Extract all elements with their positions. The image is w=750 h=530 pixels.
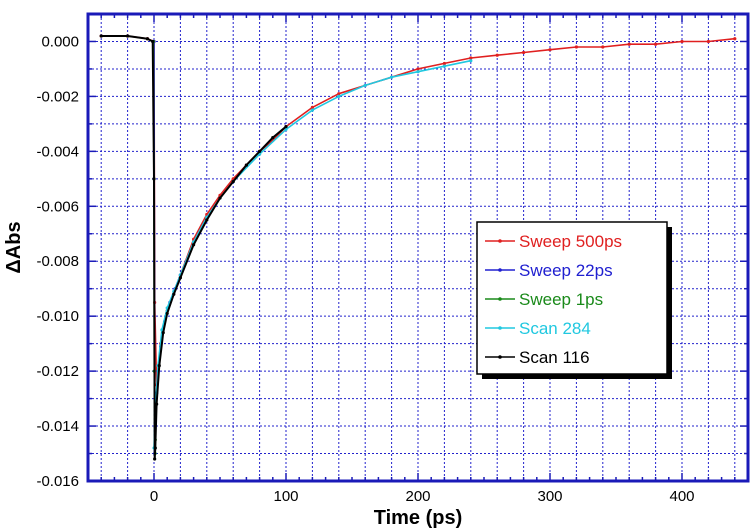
data-point xyxy=(153,446,157,450)
y-tick-label: 0.000 xyxy=(41,33,79,50)
x-tick-label: 100 xyxy=(273,488,298,505)
data-point xyxy=(157,364,161,368)
data-point xyxy=(706,39,711,44)
y-tick-label: -0.008 xyxy=(36,253,79,270)
data-point xyxy=(442,61,446,66)
legend-label: Scan 284 xyxy=(519,319,591,338)
legend-marker xyxy=(498,239,502,243)
y-tick-label: -0.004 xyxy=(36,143,79,160)
data-point xyxy=(178,276,182,280)
legend-label: Scan 116 xyxy=(519,348,590,367)
data-point xyxy=(390,75,394,79)
data-point xyxy=(654,42,658,46)
data-point xyxy=(363,83,367,88)
data-point xyxy=(165,311,169,316)
y-tick-label: -0.014 xyxy=(36,418,79,435)
data-point xyxy=(231,179,235,184)
legend: Sweep 500ps Sweep 22ps Sweep 1ps Scan 284 Sc… xyxy=(476,221,672,379)
y-tick-label: -0.010 xyxy=(36,308,79,325)
data-point xyxy=(151,39,155,44)
data-point xyxy=(680,39,684,44)
data-point xyxy=(244,163,248,167)
series-lines xyxy=(99,34,737,461)
data-point xyxy=(126,34,130,38)
data-point xyxy=(152,177,156,181)
grid xyxy=(88,13,748,482)
x-axis-title: Time (ps) xyxy=(374,507,463,529)
x-tick-label: 200 xyxy=(405,488,430,505)
data-point xyxy=(601,45,605,49)
data-point xyxy=(337,92,341,96)
y-tick-labels: 0.000 -0.002 -0.004 -0.006 -0.008 -0.010 -0.01… xyxy=(36,33,79,490)
data-point xyxy=(574,45,579,49)
axis-ticks xyxy=(88,13,749,482)
data-point xyxy=(205,218,209,222)
x-tick-labels: 0 100 200 300 400 xyxy=(150,488,695,505)
y-axis-title: ΔAbs xyxy=(3,221,25,273)
legend-label: Sweep 22ps xyxy=(519,261,613,280)
data-point xyxy=(469,56,473,60)
series-line xyxy=(101,35,287,460)
data-point xyxy=(258,149,262,153)
legend-label: Sweep 1ps xyxy=(519,290,603,309)
data-point xyxy=(495,53,499,57)
legend-marker xyxy=(498,326,502,330)
data-point xyxy=(416,67,420,71)
y-tick-label: -0.002 xyxy=(36,88,79,105)
data-point xyxy=(271,136,275,140)
y-tick-label: -0.012 xyxy=(36,363,79,380)
legend-box xyxy=(476,221,668,375)
data-point xyxy=(310,108,314,112)
data-point xyxy=(155,402,159,406)
legend-marker xyxy=(498,355,502,359)
data-point xyxy=(172,292,176,296)
data-point xyxy=(284,127,288,131)
x-tick-label: 0 xyxy=(150,488,158,505)
data-point xyxy=(284,125,288,129)
data-point xyxy=(153,457,157,461)
legend-label: Sweep 500ps xyxy=(519,232,622,251)
data-point xyxy=(733,37,737,41)
data-point xyxy=(337,94,341,99)
x-tick-label: 300 xyxy=(537,488,562,505)
data-point xyxy=(310,105,314,109)
data-point xyxy=(522,50,526,55)
data-point xyxy=(192,243,196,247)
data-point xyxy=(99,34,103,38)
data-point xyxy=(442,64,446,68)
data-point xyxy=(627,42,631,46)
data-point xyxy=(161,331,165,335)
legend-marker xyxy=(498,297,502,301)
data-point xyxy=(218,196,222,200)
y-tick-label: -0.016 xyxy=(36,473,79,490)
data-point xyxy=(145,37,149,41)
legend-marker xyxy=(498,268,502,272)
data-point xyxy=(469,59,473,63)
y-tick-label: -0.006 xyxy=(36,198,79,215)
data-point xyxy=(548,48,552,52)
x-tick-label: 400 xyxy=(669,488,694,505)
data-point xyxy=(416,70,420,74)
